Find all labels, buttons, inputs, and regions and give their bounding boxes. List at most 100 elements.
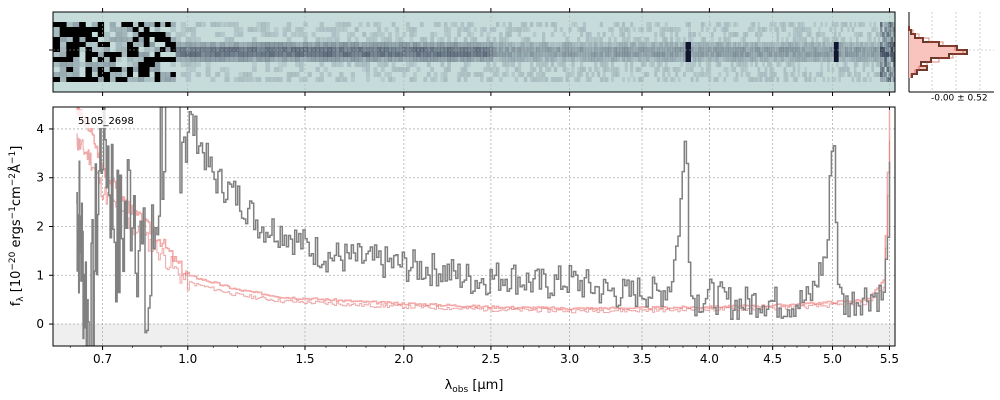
twod-pixel bbox=[127, 52, 134, 57]
twod-pixel bbox=[358, 42, 363, 47]
twod-pixel bbox=[343, 77, 348, 82]
twod-pixel bbox=[538, 77, 543, 82]
twod-pixel bbox=[785, 52, 789, 57]
twod-pixel bbox=[265, 67, 270, 72]
twod-pixel bbox=[486, 42, 490, 47]
twod-pixel bbox=[840, 67, 844, 72]
twod-pixel bbox=[511, 47, 515, 52]
twod-pixel bbox=[890, 27, 894, 32]
twod-pixel bbox=[685, 42, 689, 47]
twod-pixel bbox=[579, 67, 584, 72]
twod-pixel bbox=[762, 47, 765, 52]
twod-pixel bbox=[662, 32, 666, 37]
twod-pixel bbox=[884, 27, 887, 32]
twod-pixel bbox=[806, 42, 810, 47]
twod-pixel bbox=[170, 72, 176, 77]
twod-pixel bbox=[742, 42, 746, 47]
twod-pixel bbox=[508, 52, 512, 57]
twod-pixel bbox=[165, 42, 171, 47]
twod-pixel bbox=[85, 27, 92, 32]
twod-pixel bbox=[59, 72, 67, 77]
twod-pixel bbox=[755, 32, 758, 37]
twod-pixel bbox=[433, 22, 438, 27]
twod-pixel bbox=[643, 57, 647, 62]
twod-pixel bbox=[66, 47, 74, 52]
twod-pixel bbox=[523, 27, 528, 32]
twod-pixel bbox=[680, 62, 684, 67]
twod-pixel bbox=[109, 57, 116, 62]
twod-pixel bbox=[797, 67, 801, 72]
twod-pixel bbox=[685, 47, 689, 52]
twod-pixel bbox=[132, 77, 139, 82]
twod-pixel bbox=[127, 72, 134, 77]
twod-pixel bbox=[715, 47, 719, 52]
twod-pixel bbox=[362, 67, 367, 72]
twod-pixel bbox=[769, 52, 773, 57]
twod-pixel bbox=[508, 27, 512, 32]
twod-pixel bbox=[170, 37, 176, 42]
twod-pixel bbox=[648, 57, 652, 62]
twod-pixel bbox=[121, 37, 128, 42]
twod-pixel bbox=[544, 47, 549, 52]
twod-pixel bbox=[579, 62, 584, 67]
twod-pixel bbox=[831, 47, 835, 52]
twod-pixel bbox=[138, 57, 145, 62]
twod-pixel bbox=[138, 32, 145, 37]
twod-pixel bbox=[847, 27, 850, 32]
twod-pixel bbox=[771, 47, 775, 52]
twod-pixel bbox=[224, 52, 230, 57]
twod-pixel bbox=[535, 77, 540, 82]
twod-pixel bbox=[806, 77, 810, 82]
twod-pixel bbox=[143, 52, 150, 57]
twod-pixel bbox=[290, 47, 296, 52]
twod-pixel bbox=[159, 22, 166, 27]
twod-pixel bbox=[517, 67, 522, 72]
twod-pixel bbox=[619, 42, 623, 47]
twod-pixel bbox=[813, 22, 817, 27]
twod-pixel bbox=[315, 27, 320, 32]
twod-pixel bbox=[675, 57, 679, 62]
twod-pixel bbox=[443, 57, 448, 62]
twod-pixel bbox=[571, 52, 575, 57]
twod-pixel bbox=[365, 77, 371, 82]
twod-pixel bbox=[659, 27, 663, 32]
twod-pixel bbox=[856, 42, 859, 47]
twod-pixel bbox=[585, 52, 589, 57]
twod-pixel bbox=[833, 57, 837, 62]
twod-pixel bbox=[66, 72, 74, 77]
twod-pixel bbox=[849, 22, 852, 27]
twod-pixel bbox=[597, 47, 601, 52]
twod-pixel bbox=[440, 47, 445, 52]
twod-pixel bbox=[200, 52, 206, 57]
twod-pixel bbox=[836, 42, 839, 47]
twod-pixel bbox=[842, 57, 846, 62]
twod-pixel bbox=[621, 27, 625, 32]
twod-pixel bbox=[529, 52, 534, 57]
twod-pixel bbox=[831, 67, 835, 72]
twod-pixel bbox=[613, 22, 617, 27]
twod-pixel bbox=[599, 42, 603, 47]
twod-pixel bbox=[450, 22, 455, 27]
twod-pixel bbox=[343, 22, 348, 27]
twod-pixel bbox=[467, 62, 471, 67]
twod-pixel bbox=[656, 42, 660, 47]
twod-pixel bbox=[585, 57, 589, 62]
twod-pixel bbox=[582, 47, 586, 52]
twod-pixel bbox=[723, 47, 727, 52]
twod-pixel bbox=[880, 62, 883, 67]
twod-pixel bbox=[138, 37, 145, 42]
twod-pixel bbox=[585, 72, 589, 77]
twod-pixel bbox=[613, 72, 617, 77]
twod-pixel bbox=[747, 77, 751, 82]
twod-pixel bbox=[380, 42, 385, 47]
twod-pixel bbox=[836, 57, 839, 62]
twod-pixel bbox=[646, 22, 650, 27]
x-axis-label: λobs [μm] bbox=[445, 378, 504, 395]
twod-pixel bbox=[307, 52, 312, 57]
twod-pixel bbox=[405, 42, 410, 47]
twod-pixel bbox=[437, 57, 441, 62]
twod-pixel bbox=[149, 42, 155, 47]
twod-pixel bbox=[453, 22, 458, 27]
twod-pixel bbox=[797, 72, 801, 77]
twod-pixel bbox=[238, 32, 244, 37]
